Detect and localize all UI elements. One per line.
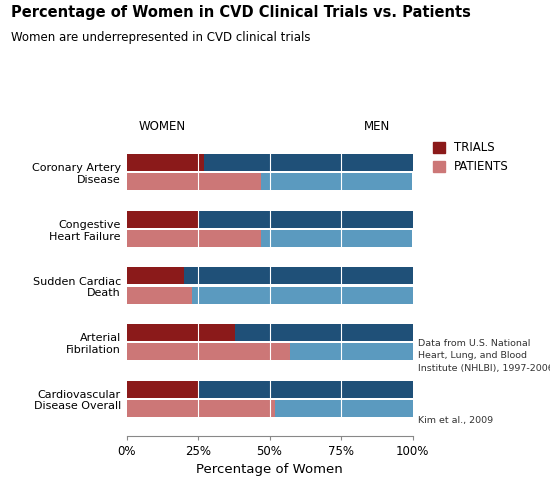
Bar [198, 211, 412, 228]
Bar [261, 173, 412, 190]
Text: Percentage of Women in CVD Clinical Trials vs. Patients: Percentage of Women in CVD Clinical Tria… [11, 5, 471, 20]
Text: WOMEN: WOMEN [139, 120, 186, 133]
Bar [126, 154, 204, 171]
Bar [184, 268, 412, 285]
Bar [126, 173, 261, 190]
Bar [235, 324, 412, 341]
Legend: TRIALS, PATIENTS: TRIALS, PATIENTS [433, 141, 509, 173]
Bar [126, 381, 198, 398]
Bar [204, 154, 412, 171]
Bar [126, 211, 198, 228]
Bar [275, 400, 412, 417]
X-axis label: Percentage of Women: Percentage of Women [196, 463, 343, 476]
Bar [289, 343, 412, 360]
Bar [126, 287, 192, 303]
Bar [192, 287, 412, 303]
Bar [126, 400, 275, 417]
Bar [126, 343, 289, 360]
Bar [261, 230, 412, 247]
Text: MEN: MEN [364, 120, 390, 133]
Text: Kim et al., 2009: Kim et al., 2009 [418, 416, 493, 425]
Bar [126, 324, 235, 341]
Bar [198, 381, 412, 398]
Text: Women are underrepresented in CVD clinical trials: Women are underrepresented in CVD clinic… [11, 31, 311, 45]
Bar [126, 230, 261, 247]
Bar [126, 268, 184, 285]
Text: Data from U.S. National
Heart, Lung, and Blood
Institute (NHLBI), 1997-2006: Data from U.S. National Heart, Lung, and… [418, 339, 550, 373]
